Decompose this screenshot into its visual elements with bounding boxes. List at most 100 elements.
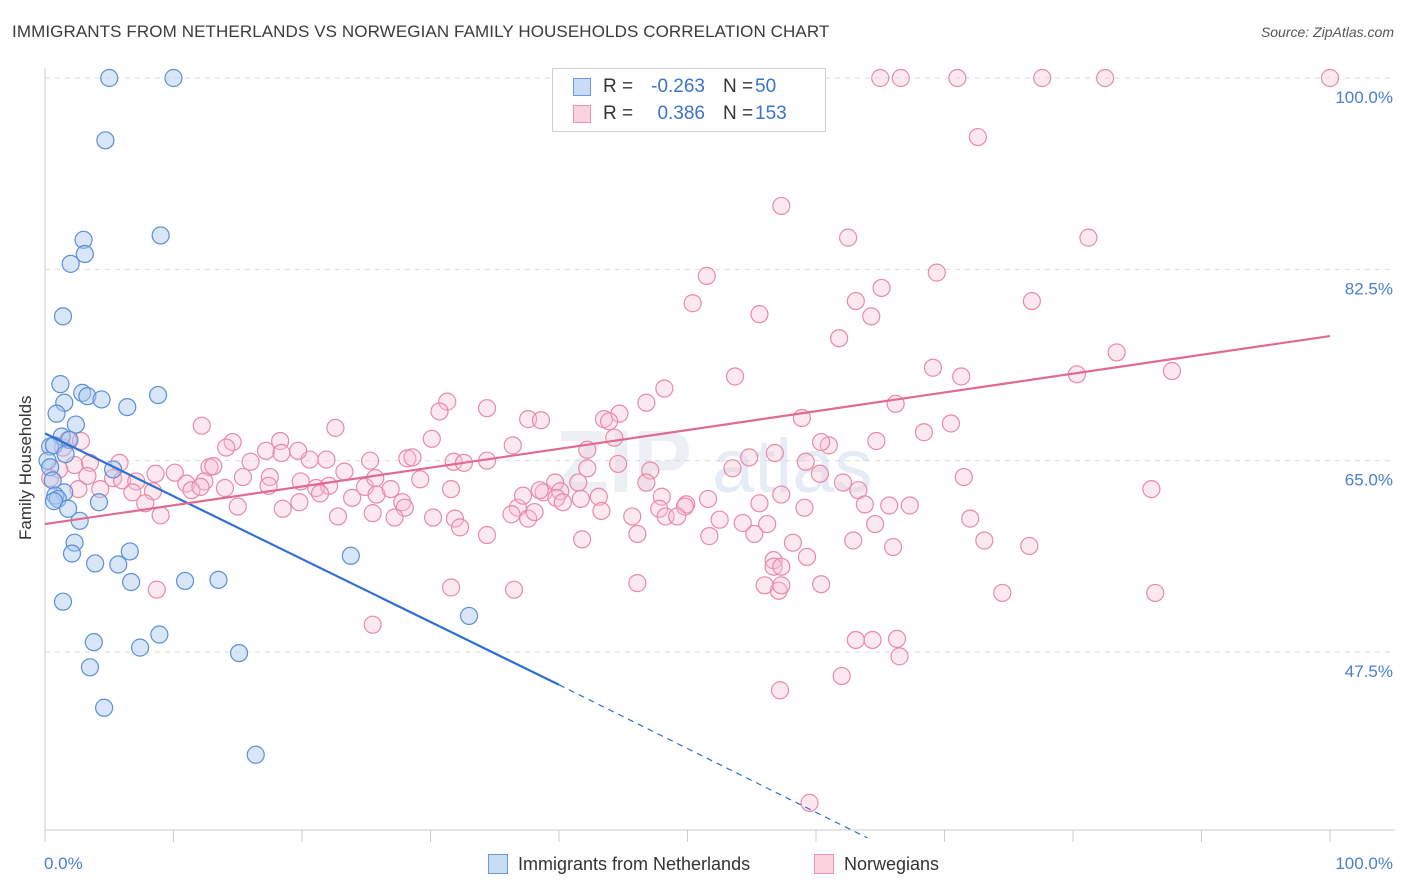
norwegian-point: [832, 666, 851, 686]
norwegian-point: [609, 454, 628, 474]
norwegian-point: [923, 358, 943, 377]
norwegian-point: [317, 450, 336, 469]
norwegian-point: [502, 505, 521, 524]
norwegian-point: [1142, 479, 1161, 499]
netherlands-point: [109, 555, 128, 574]
bottom-legend-netherlands: Immigrants from Netherlands: [488, 852, 750, 876]
norwegian-point: [914, 423, 934, 442]
bottom-legend-label: Norwegians: [844, 853, 940, 874]
norwegian-point: [361, 451, 380, 470]
norwegian-point: [531, 411, 551, 430]
norwegian-point: [191, 477, 210, 497]
norwegian-point: [1020, 536, 1039, 556]
y-tick-label: 100.0%: [1335, 88, 1393, 107]
norwegian-point: [772, 576, 791, 595]
netherlands-point: [96, 131, 115, 150]
netherlands-trendline: [44, 432, 560, 686]
norwegian-point: [422, 429, 441, 448]
norwegian-point: [430, 402, 449, 421]
norwegian-point: [993, 583, 1012, 603]
norwegian-point: [833, 473, 853, 492]
norwegian-point: [241, 452, 260, 471]
norwegian-point: [772, 196, 791, 216]
norwegian-point: [553, 493, 572, 512]
axes: [44, 68, 1395, 842]
netherlands-point: [47, 404, 66, 423]
netherlands-point: [209, 570, 228, 589]
norwegian-point: [975, 531, 994, 550]
norwegian-point: [1096, 68, 1115, 88]
norwegian-point: [146, 464, 165, 483]
norwegian-point: [1107, 343, 1126, 362]
norwegian-point: [795, 498, 814, 517]
netherlands-point: [89, 493, 109, 512]
norwegian-point: [675, 497, 695, 516]
legend-row-norwegians: R = 0.386 N = 153: [573, 101, 787, 127]
netherlands-point: [80, 658, 100, 677]
stats-legend: R = -0.263 N = 50 R = 0.386 N = 153: [552, 68, 826, 132]
norwegian-point: [846, 291, 865, 311]
gridlines: [45, 77, 1395, 653]
netherlands-point: [78, 387, 97, 406]
norwegian-point: [961, 509, 980, 528]
norwegian-point: [335, 462, 354, 481]
legend-r-label: R =: [603, 103, 634, 124]
norwegian-point: [855, 495, 874, 514]
norwegian-point: [363, 504, 382, 523]
norwegian-point: [770, 681, 790, 700]
norwegian-point: [78, 466, 97, 486]
norwegian-point: [381, 479, 400, 499]
norwegian-point: [641, 461, 660, 480]
norwegian-point: [812, 575, 831, 594]
norwegian-point: [772, 557, 791, 576]
norwegian-point: [165, 463, 184, 482]
chart-title: IMMIGRANTS FROM NETHERLANDS VS NORWEGIAN…: [12, 22, 830, 41]
norwegian-point: [900, 496, 919, 515]
norwegian-point: [367, 485, 386, 504]
norwegian-point: [890, 647, 909, 666]
norwegian-point: [783, 533, 802, 552]
legend-n-value: 153: [755, 103, 787, 124]
netherlands-point: [62, 544, 82, 563]
norwegian-point: [69, 479, 88, 499]
norwegian-point: [326, 418, 345, 437]
netherlands-point: [75, 244, 94, 264]
norwegian-point: [797, 547, 817, 566]
norwegian-point: [573, 530, 592, 549]
legend-row-netherlands: R = -0.263 N = 50: [573, 74, 776, 100]
netherlands-point: [341, 546, 360, 565]
norwegian-point: [363, 615, 382, 634]
norwegian-point: [1033, 68, 1052, 88]
norwegian-point: [891, 68, 910, 88]
norwegian-point: [525, 502, 544, 522]
norwegian-point: [136, 494, 155, 513]
netherlands-point: [246, 745, 265, 764]
norwegian-point: [605, 428, 624, 447]
norwegian-point: [954, 467, 973, 487]
norwegian-point: [866, 514, 885, 534]
norwegian-point: [623, 507, 642, 526]
norwegian-point: [796, 452, 815, 471]
norwegian-point: [441, 578, 461, 597]
norwegian-point: [546, 473, 565, 492]
norwegian-point: [750, 494, 769, 513]
norwegian-point: [578, 459, 597, 478]
norwegian-point: [812, 432, 831, 452]
tick-labels: 47.5% 65.0% 82.5% 100.0% 0.0% 100.0%: [44, 88, 1393, 873]
legend-r-value: -0.263: [651, 76, 705, 97]
norwegian-point: [683, 294, 702, 313]
netherlands-point: [66, 415, 85, 434]
netherlands-point: [175, 571, 195, 591]
bottom-legend-label: Immigrants from Netherlands: [518, 853, 751, 874]
x-tick-label: 0.0%: [44, 854, 83, 873]
netherlands-point: [59, 499, 78, 518]
legend-n-value: 50: [755, 76, 777, 97]
norwegian-point: [569, 473, 588, 492]
norwegian-point: [256, 441, 276, 460]
norwegian-point: [233, 467, 252, 487]
norwegian-point: [328, 507, 348, 526]
norwegian-point: [872, 278, 891, 298]
netherlands-point: [44, 492, 64, 511]
legend-swatch-pink: [573, 105, 591, 123]
